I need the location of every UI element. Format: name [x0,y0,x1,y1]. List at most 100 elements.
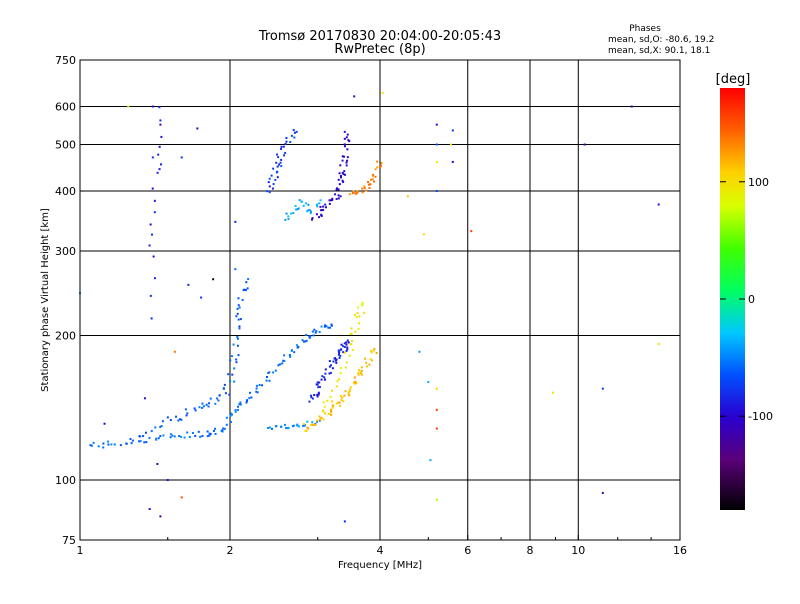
data-point [274,425,277,428]
data-point [316,420,319,423]
data-point [268,191,271,194]
data-point [349,386,352,389]
data-point [143,441,146,444]
data-point [355,192,358,195]
data-point [236,312,239,315]
data-point [314,423,317,426]
data-point [331,198,334,201]
data-point [349,343,352,346]
data-point [341,179,344,182]
data-point [229,380,232,383]
data-point [337,188,340,191]
colorbar-label: [deg] [716,72,751,87]
data-point [245,281,248,284]
data-point [287,215,290,218]
chart-title: Tromsø 20170830 20:04:00-20:05:43 [258,29,501,44]
data-point [313,328,316,331]
data-point [89,444,92,447]
data-point [234,409,237,412]
data-point [338,378,341,381]
data-point [357,369,360,372]
data-point [353,376,356,379]
data-point [280,147,283,150]
data-point [380,161,383,164]
data-point [435,408,438,411]
data-point [247,278,250,281]
data-point [290,212,293,215]
data-point [297,345,300,348]
data-point [237,297,240,300]
data-point [341,155,344,158]
data-point [178,435,181,438]
data-point [320,325,323,328]
data-point [337,194,340,197]
data-point [271,187,274,190]
data-point [159,119,162,122]
data-point [155,438,158,441]
data-point [159,425,162,428]
data-point [360,373,363,376]
data-point [357,373,360,376]
data-point [246,287,249,290]
data-point [356,312,359,315]
data-point [187,283,190,286]
data-point [287,426,290,429]
data-point [381,92,384,95]
data-point [222,387,225,390]
data-point [151,105,154,108]
y-tick-label: 600 [55,101,76,114]
data-point [316,395,319,398]
data-point [292,129,295,132]
data-point [601,491,604,494]
data-point [322,209,325,212]
data-point [354,381,357,384]
data-point [363,311,366,314]
data-point [324,368,327,371]
data-point [340,398,343,401]
data-point [374,175,377,178]
data-point [339,164,342,167]
data-point [266,375,269,378]
data-point [216,397,219,400]
data-point [351,349,354,352]
data-point [248,391,251,394]
data-point [222,427,225,430]
data-point [339,176,342,179]
data-point [234,410,237,413]
data-point [268,185,271,188]
data-point [291,349,294,352]
data-point [346,159,349,162]
data-point [339,367,342,370]
data-point [275,161,278,164]
data-point [302,340,305,343]
data-point [346,148,349,151]
data-point [335,402,338,405]
data-point [223,383,226,386]
data-point [297,425,300,428]
data-point [341,171,344,174]
data-point [285,137,288,140]
data-point [156,171,159,174]
data-point [435,190,438,193]
data-point [248,397,251,400]
data-point [186,412,189,415]
data-point [337,197,340,200]
data-point [107,440,110,443]
data-point [275,171,278,174]
x-tick-label: 6 [464,544,471,557]
data-point [230,355,233,358]
data-point [194,409,197,412]
data-point [328,372,331,375]
data-point [271,427,274,430]
data-point [337,401,340,404]
data-point [284,218,287,221]
data-point [206,430,209,433]
data-point [311,330,314,333]
data-point [342,181,345,184]
data-point [255,384,258,387]
data-point [319,199,322,202]
data-point [379,165,382,168]
data-point [97,445,100,448]
data-point [324,206,327,209]
data-point [339,174,342,177]
